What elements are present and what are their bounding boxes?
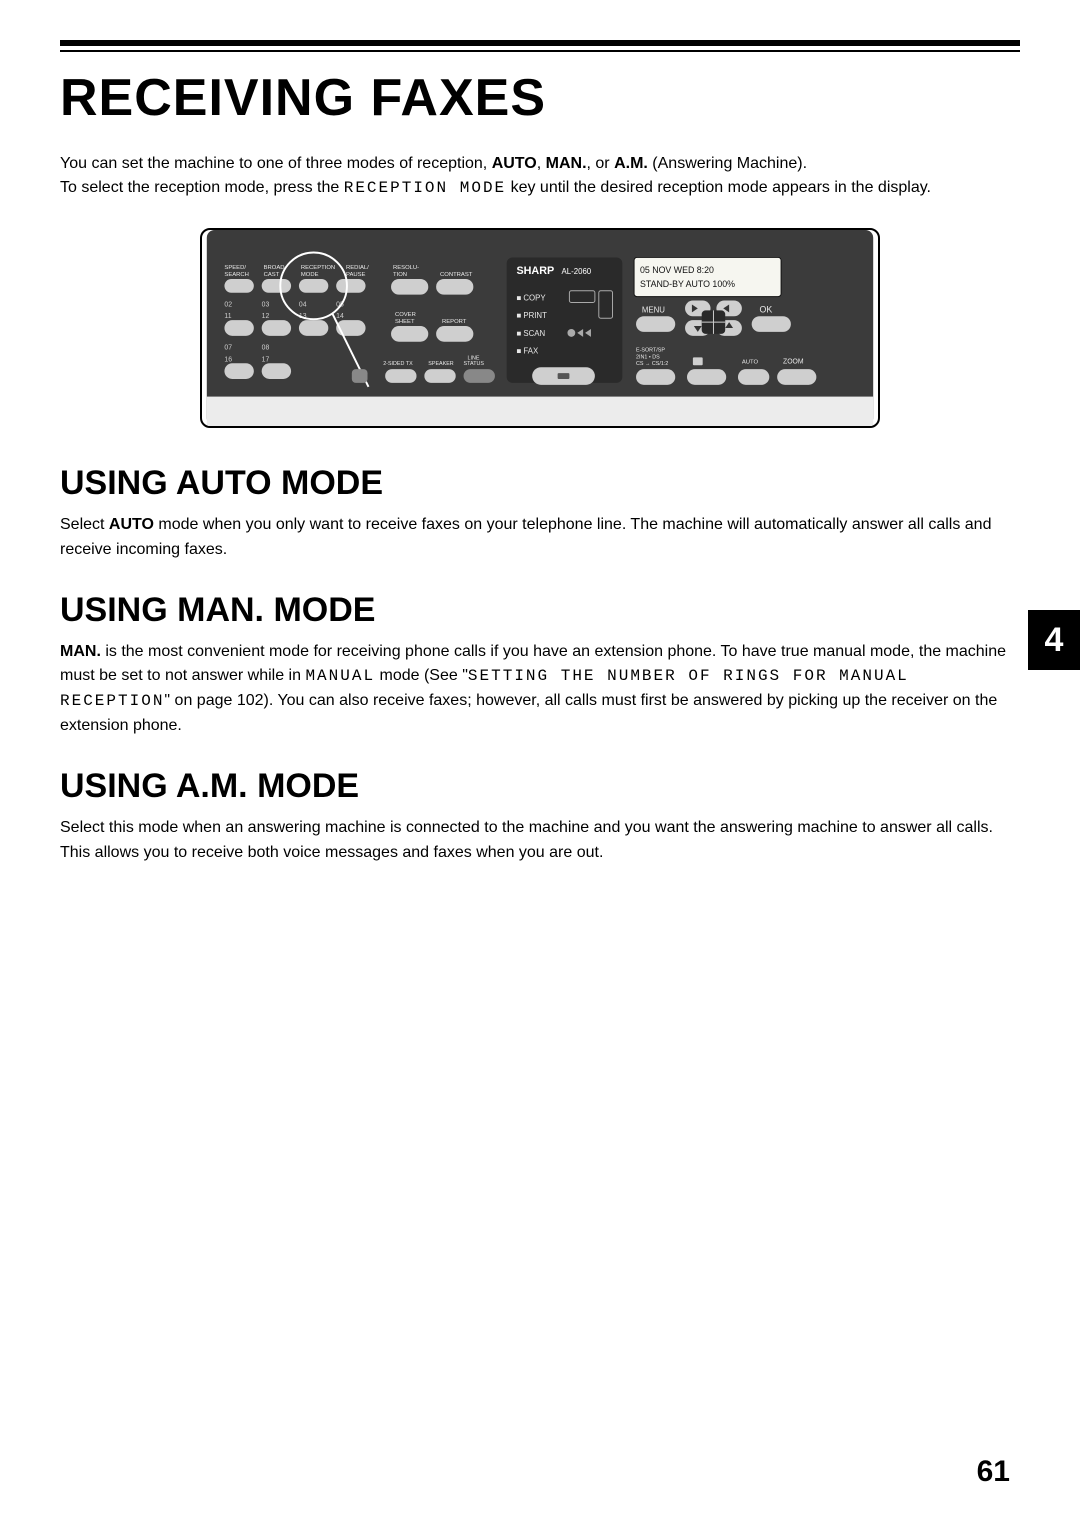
svg-text:08: 08 xyxy=(262,345,270,352)
svg-text:12: 12 xyxy=(262,313,270,320)
svg-text:SPEAKER: SPEAKER xyxy=(428,361,454,367)
svg-text:11: 11 xyxy=(224,313,231,320)
manual-word: MANUAL xyxy=(305,667,375,685)
title-rule xyxy=(60,40,1020,52)
svg-text:■ COPY: ■ COPY xyxy=(516,294,546,303)
mode-am: A.M. xyxy=(614,155,648,172)
auto-prefix: Select xyxy=(60,516,109,533)
svg-text:16: 16 xyxy=(224,356,232,363)
reception-mode-key: RECEPTION MODE xyxy=(344,179,506,197)
section-man-title: USING MAN. MODE xyxy=(60,591,1020,630)
svg-text:02: 02 xyxy=(224,301,232,308)
auto-suffix: mode when you only want to receive faxes… xyxy=(60,516,991,558)
intro-text-a: You can set the machine to one of three … xyxy=(60,155,492,172)
svg-text:REPORT: REPORT xyxy=(442,319,467,325)
svg-text:AUTO: AUTO xyxy=(742,359,759,365)
section-auto-body: Select AUTO mode when you only want to r… xyxy=(60,513,1020,563)
svg-text:OK: OK xyxy=(760,304,773,314)
svg-text:PAUSE: PAUSE xyxy=(346,272,366,278)
intro-text-b: , xyxy=(537,155,546,172)
intro-text-d: (Answering Machine). xyxy=(648,155,807,172)
svg-text:SHARP: SHARP xyxy=(516,265,554,277)
svg-text:STATUS: STATUS xyxy=(464,361,485,367)
svg-text:SHEET: SHEET xyxy=(395,319,415,325)
svg-text:03: 03 xyxy=(262,301,270,308)
control-panel-figure: SPEED/SEARCH BROAD-CAST RECEPTIONMODE RE… xyxy=(60,228,1020,428)
svg-text:MENU: MENU xyxy=(642,305,665,314)
svg-text:17: 17 xyxy=(262,356,270,363)
chapter-tab: 4 xyxy=(1028,610,1080,670)
svg-text:SEARCH: SEARCH xyxy=(224,272,248,278)
intro-text-2a: To select the reception mode, press the xyxy=(60,179,344,196)
svg-text:CONTRAST: CONTRAST xyxy=(440,272,473,278)
svg-text:2-SIDED TX: 2-SIDED TX xyxy=(383,361,413,367)
svg-text:CAST: CAST xyxy=(264,272,280,278)
svg-text:14: 14 xyxy=(336,313,344,320)
svg-text:ZOOM: ZOOM xyxy=(783,358,804,365)
section-am-body: Select this mode when an answering machi… xyxy=(60,816,1020,866)
man-mode-word: MAN. xyxy=(60,643,101,660)
svg-text:RESOLU-: RESOLU- xyxy=(393,265,419,271)
svg-text:STAND-BY AUTO 100%: STAND-BY AUTO 100% xyxy=(640,279,735,289)
section-auto-title: USING AUTO MODE xyxy=(60,464,1020,503)
page-title: RECEIVING FAXES xyxy=(60,68,1020,128)
control-panel-svg: SPEED/SEARCH BROAD-CAST RECEPTIONMODE RE… xyxy=(200,228,880,428)
svg-text:TION: TION xyxy=(393,272,407,278)
section-man-body: MAN. is the most convenient mode for rec… xyxy=(60,640,1020,739)
svg-text:2IN1 • DS: 2IN1 • DS xyxy=(636,354,660,360)
mode-man: MAN. xyxy=(546,155,587,172)
man-line1b: mode (See " xyxy=(375,667,468,684)
man-line1c: " on page 102). You can also receive fax… xyxy=(60,692,997,734)
svg-text:RECEPTION: RECEPTION xyxy=(301,265,335,271)
intro-paragraph: You can set the machine to one of three … xyxy=(60,152,1020,200)
svg-text:04: 04 xyxy=(299,301,307,308)
svg-text:■ FAX: ■ FAX xyxy=(516,346,538,355)
svg-text:05 NOV WED 8:20: 05 NOV WED 8:20 xyxy=(640,265,714,275)
mode-auto: AUTO xyxy=(492,155,537,172)
svg-text:SPEED/: SPEED/ xyxy=(224,265,246,271)
svg-text:MODE: MODE xyxy=(301,272,319,278)
auto-mode-word: AUTO xyxy=(109,516,154,533)
svg-text:■ PRINT: ■ PRINT xyxy=(516,311,547,320)
intro-text-c: , or xyxy=(587,155,615,172)
svg-text:■ SCAN: ■ SCAN xyxy=(516,329,545,338)
svg-text:COVER: COVER xyxy=(395,312,416,318)
svg-text:07: 07 xyxy=(224,345,232,352)
svg-text:REDIAL/: REDIAL/ xyxy=(346,265,369,271)
svg-text:AL-2060: AL-2060 xyxy=(562,267,592,276)
page-number: 61 xyxy=(977,1455,1010,1489)
intro-text-2b: key until the desired reception mode app… xyxy=(506,179,931,196)
svg-text:CS → CS/1:2: CS → CS/1:2 xyxy=(636,361,668,367)
svg-text:E-SORT/SP: E-SORT/SP xyxy=(636,348,665,354)
section-am-title: USING A.M. MODE xyxy=(60,767,1020,806)
